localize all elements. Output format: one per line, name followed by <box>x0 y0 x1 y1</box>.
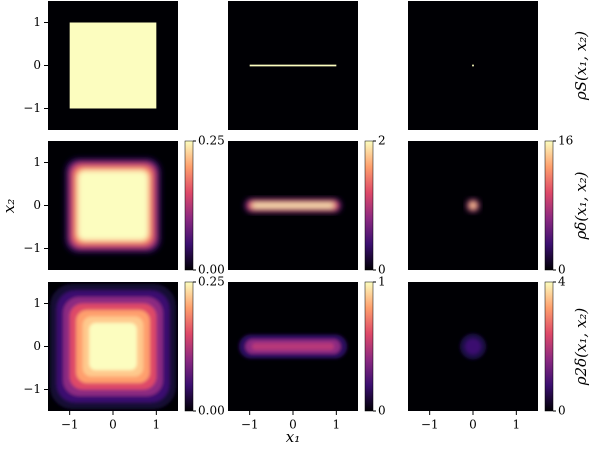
density-region <box>472 64 474 67</box>
x-tick-label: −1 <box>421 418 439 432</box>
y-tick-label: −1 <box>23 101 41 115</box>
colorbar-tick-label: 0.00 <box>198 263 225 277</box>
x-tick-label: 1 <box>153 418 161 432</box>
y-tick-label: 1 <box>33 155 41 169</box>
heatmap-image <box>249 64 337 67</box>
heatmap <box>48 141 178 270</box>
heatmap <box>228 141 358 270</box>
x-tick-label: 0 <box>469 418 477 432</box>
colorbar <box>544 281 554 412</box>
x-tick-label: −1 <box>241 418 259 432</box>
colorbar-tick-label: 4 <box>558 275 566 289</box>
heatmap <box>408 1 538 130</box>
heatmap <box>408 141 538 270</box>
y-tick-label: 0 <box>33 339 41 353</box>
heatmap-image <box>472 64 474 67</box>
heatmap <box>48 1 178 130</box>
x-tick-label: 0 <box>289 418 297 432</box>
colorbar-tick-label: 0 <box>558 263 566 277</box>
colorbar-tick-label: 16 <box>558 134 573 148</box>
y-tick-label: 1 <box>33 15 41 29</box>
heatmap-image <box>50 284 176 409</box>
heatmap-image <box>466 198 480 213</box>
density-region <box>77 170 149 241</box>
colorbar <box>364 281 374 412</box>
x-tick-label: 1 <box>333 418 341 432</box>
x-tick-label: 0 <box>109 418 117 432</box>
density-region <box>69 22 157 109</box>
colorbar-tick-label: 2 <box>378 134 386 148</box>
heatmap-image <box>244 198 342 213</box>
colorbar-tick-label: 0.00 <box>198 404 225 418</box>
heatmap <box>228 282 358 411</box>
row-label: ρS(x₁, x₂) <box>572 31 590 101</box>
heatmap-image <box>69 22 157 109</box>
heatmap-image <box>238 334 348 359</box>
x-axis-label: x₁ <box>286 428 300 446</box>
y-tick-label: −1 <box>23 241 41 255</box>
colorbar-tick-label: 0 <box>378 404 386 418</box>
colorbar-tick-label: 0 <box>378 263 386 277</box>
x-tick-label: −1 <box>61 418 79 432</box>
y-tick-label: −1 <box>23 382 41 396</box>
row-label: ρ2δ(x₁, x₂) <box>572 308 590 387</box>
density-region <box>470 203 476 208</box>
y-tick-label: 0 <box>33 58 41 72</box>
density-region <box>249 64 337 67</box>
colorbar <box>184 140 194 271</box>
x-tick-label: 1 <box>513 418 521 432</box>
density-region <box>89 322 137 371</box>
y-axis-label: x₂ <box>0 199 18 213</box>
colorbar <box>364 140 374 271</box>
heatmap-image <box>65 158 161 253</box>
density-region <box>251 203 335 208</box>
density-region <box>251 343 335 350</box>
heatmap <box>48 282 178 411</box>
heatmap <box>228 1 358 130</box>
colorbar-tick-label: 0 <box>558 404 566 418</box>
colorbar <box>184 281 194 412</box>
heatmap-image <box>460 333 486 360</box>
colorbar-tick-label: 0.25 <box>198 134 225 148</box>
y-tick-label: 0 <box>33 198 41 212</box>
colorbar-tick-label: 1 <box>378 275 386 289</box>
colorbar <box>544 140 554 271</box>
density-region <box>465 338 481 355</box>
heatmap <box>408 282 538 411</box>
colorbar-tick-label: 0.25 <box>198 275 225 289</box>
row-label: ρδ(x₁, x₂) <box>572 171 590 240</box>
y-tick-label: 1 <box>33 296 41 310</box>
